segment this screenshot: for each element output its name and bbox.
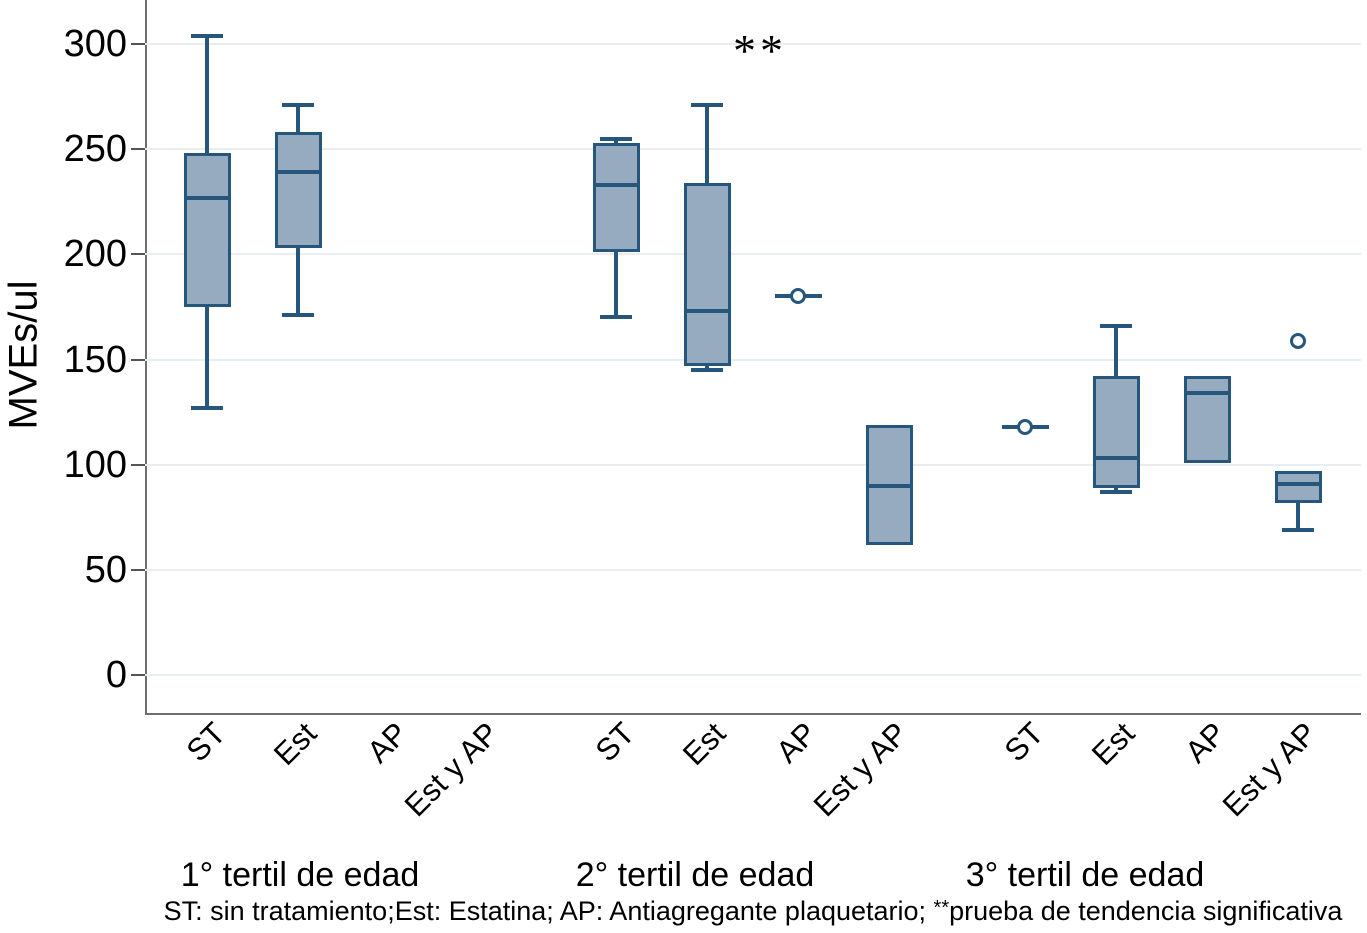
y-tick-label: 50 [84,549,127,591]
median-line [593,183,640,187]
whisker-lower-stem [205,307,209,408]
group-label: 1° tertil de edad [180,856,420,894]
box [1184,376,1231,463]
median-line [1184,391,1231,395]
median-line [1275,482,1322,486]
whisker-upper-stem [614,139,618,143]
whisker-upper-stem [1114,326,1118,376]
box [1275,471,1322,503]
box [275,132,322,248]
whisker-lower-stem [296,248,300,315]
gridline [145,464,1361,466]
whisker-lower-cap [691,368,723,372]
whisker-lower-cap [600,315,632,319]
y-tick-label: 200 [63,233,127,275]
y-tick [131,253,145,255]
whisker-lower-cap [1282,528,1314,532]
y-tick [131,148,145,150]
footnote: ST: sin tratamiento;Est: Estatina; AP: A… [145,896,1361,927]
median-line [866,484,913,488]
box [593,143,640,252]
gridline [145,253,1361,255]
median-line [275,170,322,174]
gridline [145,569,1361,571]
whisker-upper-stem [296,105,300,132]
whisker-lower-stem [1296,503,1300,530]
y-tick [131,674,145,676]
whisker-lower-cap [191,406,223,410]
footnote-text: ST: sin tratamiento;Est: Estatina; AP: A… [163,896,934,926]
gridline [145,43,1361,45]
box [1093,376,1140,488]
whisker-upper-stem [205,36,209,153]
outlier-marker [1017,419,1033,435]
outlier-marker [790,288,806,304]
whisker-upper-cap [1100,324,1132,328]
group-label: 3° tertil de edad [965,856,1205,894]
whisker-lower-cap [282,313,314,317]
y-tick-label: 300 [63,23,127,65]
outlier-marker [1290,333,1306,349]
group-label: 2° tertil de edad [575,856,815,894]
whisker-lower-stem [614,252,618,317]
box [184,153,231,307]
y-tick-label: 150 [63,339,127,381]
whisker-upper-cap [282,103,314,107]
median-line [684,309,731,313]
significance-annotation: ** [733,25,787,76]
y-axis-line [145,0,147,715]
y-tick-label: 100 [63,444,127,486]
y-tick [131,359,145,361]
footnote-text: prueba de tendencia significativa [949,896,1343,926]
whisker-lower-cap [1100,490,1132,494]
x-axis-line [145,713,1361,715]
gridline [145,359,1361,361]
whisker-upper-cap [191,34,223,38]
y-tick [131,569,145,571]
y-tick-label: 250 [63,128,127,170]
y-tick-label: 0 [105,654,127,696]
y-tick [131,464,145,466]
box [684,183,731,366]
whisker-upper-cap [600,137,632,141]
median-line [184,196,231,200]
whisker-upper-stem [705,105,709,183]
y-tick [131,43,145,45]
whisker-upper-cap [691,103,723,107]
gridline [145,674,1361,676]
footnote-asterisks: ** [933,897,950,919]
gridline [145,148,1361,150]
median-line [1093,456,1140,460]
